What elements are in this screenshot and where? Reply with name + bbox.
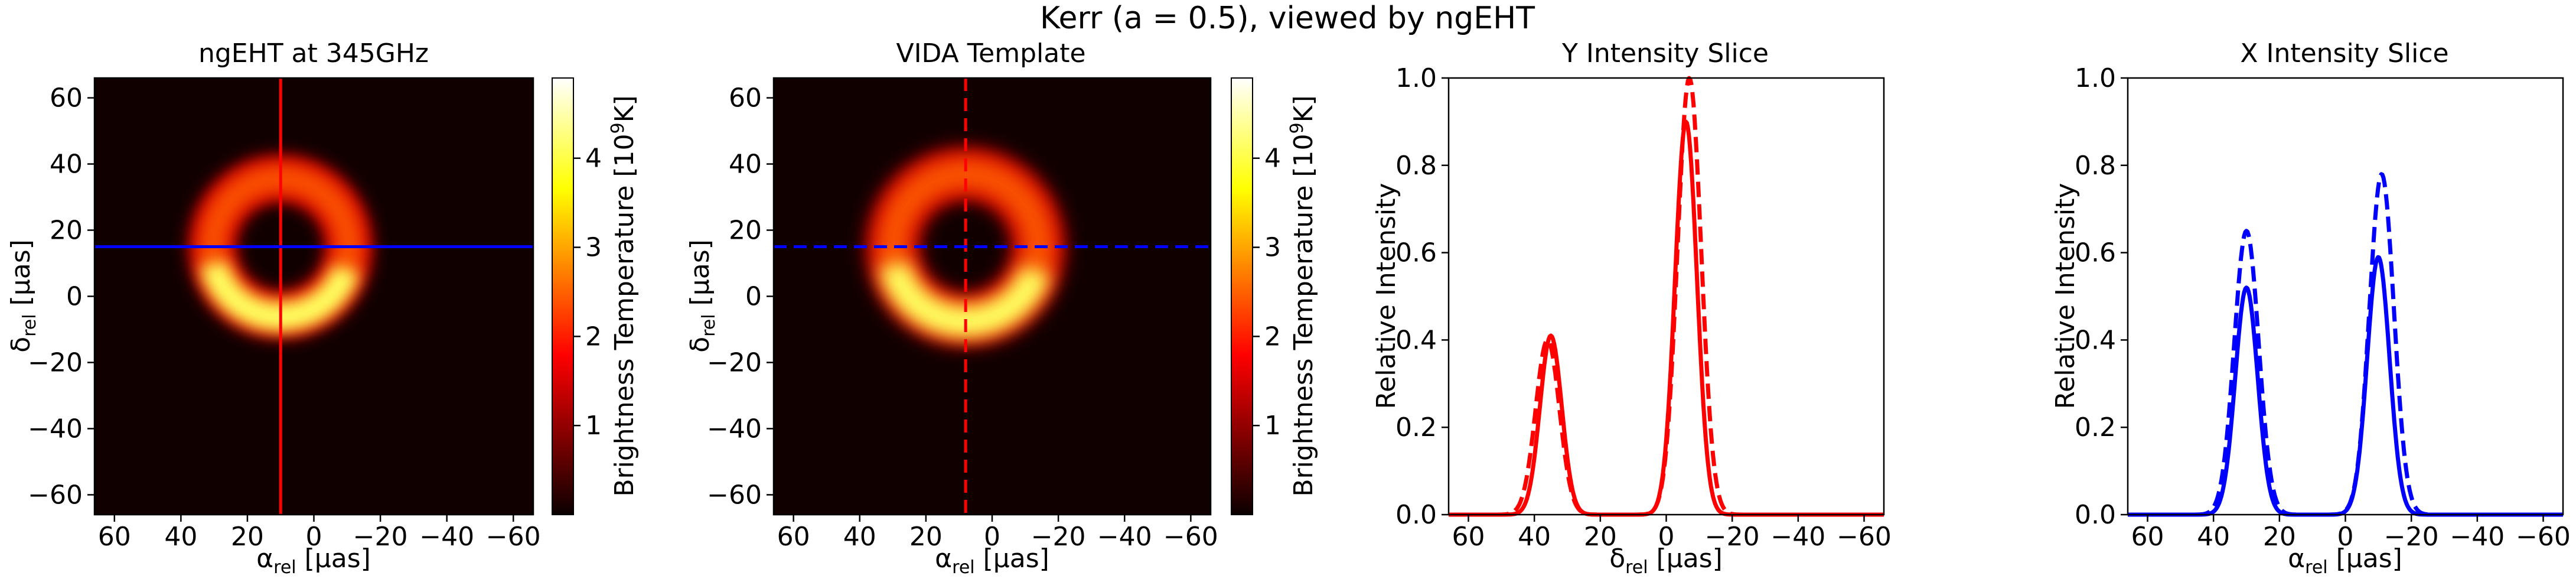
panel-title: ngEHT at 345GHz	[198, 38, 429, 69]
y-axis-label: Relative Intensity	[2050, 183, 2081, 409]
x-tick-label: 20	[2263, 522, 2296, 552]
x-tick-label: −60	[2516, 522, 2571, 552]
panel-title: Y Intensity Slice	[1561, 38, 1769, 69]
panel-vida: VIDA Template 60 40 20 0 −20 −40 −60 60 40 20 0 −20…	[685, 38, 1319, 578]
x-tick-label: −60	[1163, 522, 1218, 552]
colorbar-tick-label: 3	[1264, 233, 1281, 263]
y-tick-label: 0.0	[1395, 500, 1437, 530]
y-tick-label: 1.0	[2075, 63, 2116, 93]
colorbar-tick-label: 4	[585, 144, 602, 174]
x-tick-label: 60	[98, 522, 131, 552]
y-tick-label: 0.6	[2075, 238, 2116, 268]
x-axis-label: αrel [µas]	[256, 544, 371, 578]
y-tick-label: 0.4	[2075, 325, 2116, 355]
panel-title: VIDA Template	[896, 38, 1085, 69]
y-tick-label: −60	[707, 480, 762, 510]
y-tick-label: −20	[707, 347, 762, 378]
x-tick-label: 20	[909, 522, 943, 552]
y-tick-label: 0.8	[2075, 151, 2116, 181]
x-tick-label: 40	[164, 522, 197, 552]
colorbar	[1231, 77, 1253, 515]
y-axis-label: δrel [µas]	[6, 239, 40, 353]
template-curve	[2127, 172, 2564, 517]
suptitle: Kerr (a = 0.5), viewed by ngEHT	[1040, 1, 1535, 36]
y-tick-label: 20	[729, 216, 762, 246]
x-axis-label: αrel [µas]	[2288, 544, 2402, 578]
y-axis-label: δrel [µas]	[685, 239, 719, 353]
y-tick-label: 40	[50, 149, 83, 180]
y-tick-label: 60	[729, 83, 762, 113]
y-tick-label: 0.2	[2075, 412, 2116, 443]
y-tick-label: 0.2	[1395, 412, 1437, 443]
x-tick-label: 0	[306, 522, 322, 552]
y-axis-label: Relative Intensity	[1371, 183, 1401, 409]
y-tick-label: −40	[28, 414, 83, 444]
x-tick-label: 0	[984, 522, 1000, 552]
colorbar-tick-label: 2	[585, 321, 602, 352]
y-tick-label: 0.0	[2075, 500, 2116, 530]
x-tick-label: −20	[353, 522, 408, 552]
x-tick-label: 40	[843, 522, 876, 552]
colorbar-label: Brightness Temperature [109K]	[608, 95, 640, 496]
panel-ngeht: ngEHT at 345GHz 60 40 20 0 −20 −40 −60 60 40 20 0 −…	[6, 38, 640, 578]
y-tick-label: 20	[50, 216, 83, 246]
y-tick-label: 0	[745, 282, 762, 312]
colorbar-label: Brightness Temperature [109K]	[1287, 95, 1319, 496]
x-tick-label: −20	[2384, 522, 2439, 552]
axes-frame	[2127, 77, 2564, 516]
y-tick-label: −40	[707, 414, 762, 444]
y-tick-label: −60	[28, 480, 83, 510]
y-tick-label: −20	[28, 347, 83, 378]
colorbar	[552, 77, 574, 515]
x-tick-label: −20	[1705, 522, 1760, 552]
y-tick-label: 1.0	[1395, 63, 1437, 93]
x-tick-label: 40	[2197, 522, 2230, 552]
panel-title: X Intensity Slice	[2240, 38, 2448, 69]
x-tick-label: −20	[1031, 522, 1086, 552]
y-tick-label: 0.6	[1395, 238, 1437, 268]
x-tick-label: −40	[419, 522, 474, 552]
colorbar-tick-label: 1	[585, 411, 602, 441]
colorbar-tick-label: 1	[1264, 411, 1281, 441]
x-tick-label: 60	[2131, 522, 2164, 552]
colorbar-tick-label: 3	[585, 233, 602, 263]
x-tick-label: −40	[2450, 522, 2505, 552]
x-axis-label: αrel [µas]	[935, 544, 1049, 578]
panel-y-slice: Y Intensity Slice 60 40 20 0 −20 −40 −60 0.0 0.2…	[1371, 38, 1892, 578]
panel-x-slice: X Intensity Slice 60 40 20 0 −20 −40 −60 0.0 0.2…	[2050, 38, 2571, 578]
x-tick-label: 60	[1452, 522, 1485, 552]
colorbar-tick-label: 4	[1264, 144, 1281, 174]
image-curve	[2127, 255, 2564, 517]
y-tick-label: 0.8	[1395, 151, 1437, 181]
colorbar-tick-label: 2	[1264, 321, 1281, 352]
y-tick-label: 0	[66, 282, 83, 312]
x-tick-label: 0	[2337, 522, 2354, 552]
x-tick-label: −60	[1837, 522, 1892, 552]
x-tick-label: 20	[1584, 522, 1617, 552]
x-tick-label: 20	[231, 522, 264, 552]
y-tick-label: 40	[729, 149, 762, 180]
x-tick-label: 0	[1658, 522, 1675, 552]
x-tick-label: −60	[486, 522, 541, 552]
y-tick-label: 60	[50, 83, 83, 113]
x-tick-label: −40	[1770, 522, 1825, 552]
y-tick-label: 0.4	[1395, 325, 1437, 355]
x-tick-label: 40	[1518, 522, 1551, 552]
x-tick-label: −40	[1097, 522, 1152, 552]
x-axis-label: δrel [µas]	[1609, 544, 1723, 578]
x-tick-label: 60	[777, 522, 810, 552]
